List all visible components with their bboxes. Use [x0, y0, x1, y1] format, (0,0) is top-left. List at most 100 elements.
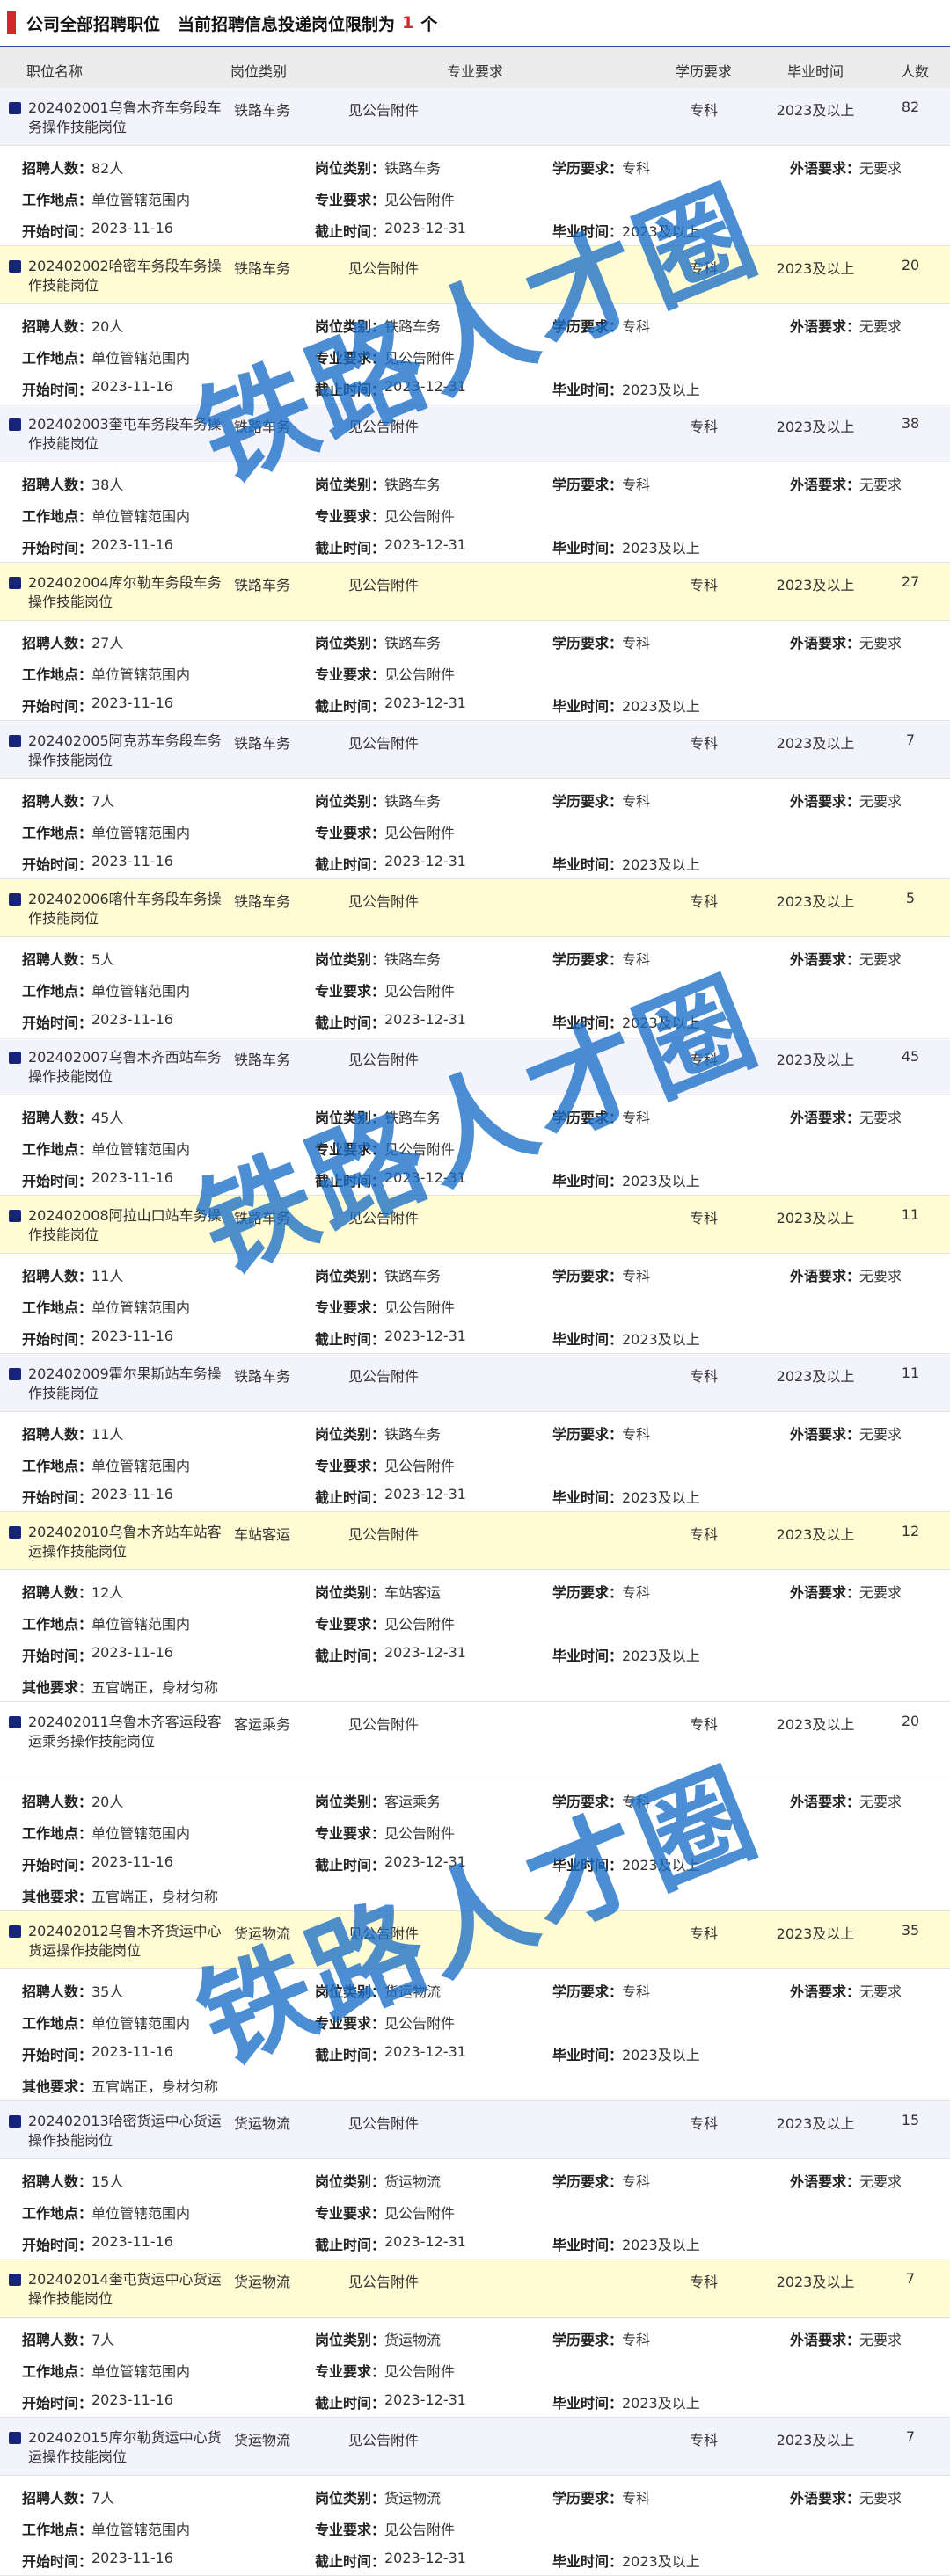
row-cell: 7	[905, 2270, 916, 2287]
detail-value: 见公告附件	[384, 2521, 456, 2538]
job-name: 202402006喀什车务段车务操作技能岗位	[28, 891, 222, 927]
detail-label: 专业要求：	[315, 1299, 386, 1316]
detail-value: 单位管辖范围内	[91, 1825, 191, 1842]
row-cell: 铁路车务	[234, 735, 291, 752]
detail-label: 外语要求：	[790, 2173, 861, 2190]
detail-value: 车站客运	[384, 1584, 442, 1601]
detail-value: 2023-12-31	[384, 2550, 466, 2566]
detail-label: 截止时间：	[315, 1648, 386, 1664]
detail-label: 学历要求：	[552, 160, 624, 177]
job-name: 202402008阿拉山口站车务操作技能岗位	[28, 1207, 222, 1243]
detail-value: 2023及以上	[622, 698, 700, 715]
detail-label: 岗位类别：	[315, 793, 386, 810]
detail-label: 岗位类别：	[315, 2490, 386, 2507]
job-row: 202402009霍尔果斯站车务操作技能岗位 铁路车务 见公告附件 专科 2023及以上…	[0, 1354, 950, 1412]
detail-value: 见公告附件	[384, 2015, 456, 2032]
row-cell: 客运乘务	[234, 1716, 291, 1733]
job-row: 202402012乌鲁木齐货运中心货运操作技能岗位 货运物流 见公告附件 专科 2023…	[0, 1911, 950, 1969]
detail-value: 11人	[91, 1268, 124, 1284]
job-details: 招聘人数： 20人 岗位类别： 客运乘务 学历要求： 专科 外语要求： 无要求 工作地点： 单位管…	[0, 1779, 950, 1911]
detail-value: 2023-11-16	[91, 2550, 173, 2566]
detail-label: 开始时间：	[22, 2237, 93, 2253]
detail-label: 截止时间：	[315, 540, 386, 557]
detail-label: 工作地点：	[22, 508, 93, 525]
detail-label: 毕业时间：	[552, 2237, 624, 2253]
job-row: 202402014奎屯货运中心货运操作技能岗位 货运物流 见公告附件 专科 2023及以…	[0, 2259, 950, 2318]
detail-value: 见公告附件	[384, 1141, 456, 1158]
detail-value: 2023-11-16	[91, 1853, 173, 1870]
detail-label: 外语要求：	[790, 1584, 861, 1601]
job-name: 202402015库尔勒货运中心货运操作技能岗位	[28, 2429, 222, 2465]
detail-value: 无要求	[859, 1983, 902, 2000]
detail-value: 单位管辖范围内	[91, 983, 191, 1000]
detail-value: 2023-11-16	[91, 536, 173, 553]
detail-label: 毕业时间：	[552, 1648, 624, 1664]
detail-label: 招聘人数：	[22, 1426, 93, 1443]
row-cell: 见公告附件	[348, 418, 420, 435]
page: 公司全部招聘职位 当前招聘信息投递岗位限制为 1 个 职位名称 岗位类别 专业要求学…	[0, 11, 950, 2576]
row-bullet	[9, 1052, 21, 1064]
detail-label: 岗位类别：	[315, 1268, 386, 1284]
detail-value: 2023及以上	[622, 2237, 700, 2253]
detail-value: 2023及以上	[622, 2047, 700, 2063]
row-bullet	[9, 1368, 21, 1380]
row-cell: 20	[901, 1713, 920, 1729]
header-marker	[7, 11, 16, 34]
detail-label: 外语要求：	[790, 635, 861, 651]
detail-value: 2023-11-16	[91, 1328, 173, 1344]
column-label: 职位名称	[26, 63, 84, 80]
detail-value: 见公告附件	[384, 1825, 456, 1842]
row-cell: 专科	[689, 1526, 719, 1543]
row-cell: 铁路车务	[234, 102, 291, 119]
detail-value: 见公告附件	[384, 192, 456, 208]
detail-value: 见公告附件	[384, 1616, 456, 1633]
detail-label: 毕业时间：	[552, 698, 624, 715]
detail-value: 2023-12-31	[384, 1169, 466, 1186]
column-header: 职位名称 岗位类别 专业要求 学历要求 毕业时间 人数	[0, 47, 950, 88]
column-label: 毕业时间	[786, 63, 844, 80]
row-cell: 专科	[689, 893, 719, 910]
row-cell: 专科	[689, 2432, 719, 2449]
row-cell: 2023及以上	[776, 260, 855, 277]
detail-value: 单位管辖范围内	[91, 666, 191, 683]
detail-value: 2023及以上	[622, 223, 700, 240]
detail-label: 学历要求：	[552, 1584, 624, 1601]
detail-label: 专业要求：	[315, 1616, 386, 1633]
detail-value: 无要求	[859, 1110, 902, 1126]
job-details: 招聘人数： 7人 岗位类别： 货运物流 学历要求： 专科 外语要求： 无要求 工作地点： 单位管辖…	[0, 2476, 950, 2576]
detail-value: 专科	[622, 2490, 651, 2507]
detail-label: 外语要求：	[790, 2490, 861, 2507]
detail-value: 铁路车务	[384, 1426, 442, 1443]
detail-label: 招聘人数：	[22, 318, 93, 335]
detail-label: 开始时间：	[22, 382, 93, 398]
detail-label: 毕业时间：	[552, 2553, 624, 2570]
detail-label: 外语要求：	[790, 1426, 861, 1443]
detail-value: 单位管辖范围内	[91, 1458, 191, 1474]
detail-label: 开始时间：	[22, 1857, 93, 1874]
detail-value: 单位管辖范围内	[91, 1616, 191, 1633]
row-cell: 20	[901, 257, 920, 273]
job-details: 招聘人数： 7人 岗位类别： 铁路车务 学历要求： 专科 外语要求： 无要求 工作地点： 单位管辖…	[0, 779, 950, 879]
row-cell: 专科	[689, 1925, 719, 1942]
detail-label: 开始时间：	[22, 2395, 93, 2412]
job-row: 202402006喀什车务段车务操作技能岗位 铁路车务 见公告附件 专科 2023及以上…	[0, 879, 950, 937]
detail-value: 单位管辖范围内	[91, 2015, 191, 2032]
detail-value: 无要求	[859, 1794, 902, 1810]
row-cell: 见公告附件	[348, 1210, 420, 1226]
detail-value: 见公告附件	[384, 1458, 456, 1474]
detail-label: 工作地点：	[22, 2015, 93, 2032]
detail-label: 外语要求：	[790, 1983, 861, 2000]
detail-label: 工作地点：	[22, 192, 93, 208]
detail-value: 专科	[622, 1268, 651, 1284]
detail-value: 20人	[91, 318, 124, 335]
detail-label: 专业要求：	[315, 192, 386, 208]
row-bullet	[9, 577, 21, 589]
column-label: 学历要求	[675, 63, 733, 80]
column-label: 岗位类别	[230, 63, 288, 80]
detail-value: 单位管辖范围内	[91, 192, 191, 208]
row-cell: 货运物流	[234, 1925, 291, 1942]
row-cell: 15	[901, 2112, 920, 2128]
detail-value: 专科	[622, 160, 651, 177]
detail-value: 2023-11-16	[91, 1644, 173, 1661]
row-cell: 2023及以上	[776, 1526, 855, 1543]
